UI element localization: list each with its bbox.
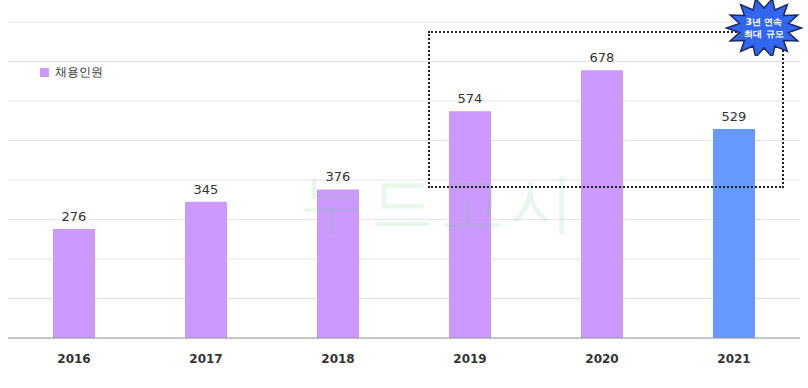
svg-text:3년 연속: 3년 연속 (746, 17, 782, 27)
svg-text:376: 376 (326, 169, 351, 184)
svg-text:678: 678 (590, 50, 615, 65)
svg-text:최대 규모: 최대 규모 (744, 29, 783, 39)
svg-text:2016: 2016 (57, 352, 90, 366)
svg-text:574: 574 (458, 91, 483, 106)
svg-text:2018: 2018 (321, 352, 354, 366)
svg-text:345: 345 (194, 182, 219, 197)
svg-text:2021: 2021 (717, 352, 750, 366)
svg-text:2020: 2020 (585, 352, 618, 366)
svg-text:2019: 2019 (453, 352, 486, 366)
svg-text:529: 529 (722, 109, 747, 124)
svg-text:2017: 2017 (189, 352, 222, 366)
svg-text:276: 276 (62, 209, 87, 224)
